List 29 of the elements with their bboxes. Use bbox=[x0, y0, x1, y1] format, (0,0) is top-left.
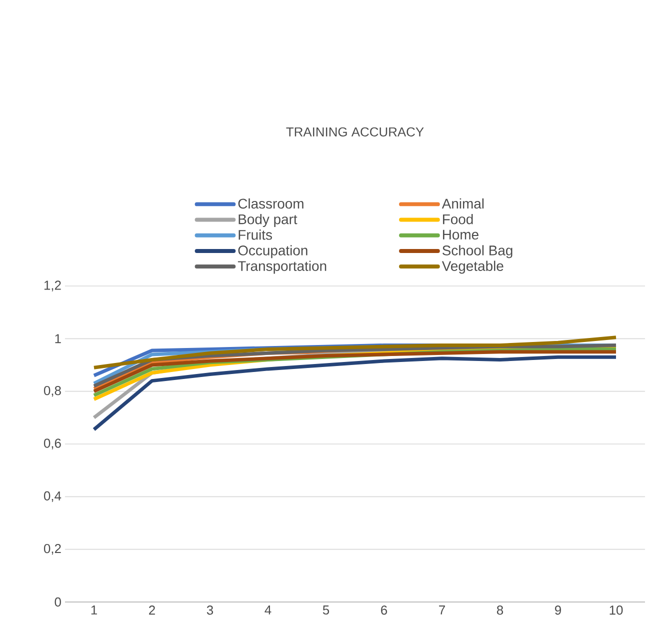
x-tick-label: 3 bbox=[206, 606, 214, 615]
legend-label: Food bbox=[443, 214, 473, 224]
x-tick-label: 6 bbox=[381, 606, 388, 615]
chart-title: TRAINING ACCURACY bbox=[286, 127, 424, 136]
legend-label: Animal bbox=[442, 198, 484, 209]
legend-label: Occupation bbox=[238, 245, 308, 258]
y-tick-label: 0 bbox=[54, 597, 61, 607]
y-tick-label: 0,2 bbox=[44, 544, 61, 555]
x-tick-label: 9 bbox=[555, 606, 561, 615]
legend-label: School Bag bbox=[442, 245, 512, 258]
x-tick-label: 1 bbox=[91, 606, 97, 614]
x-tick-label: 4 bbox=[264, 606, 272, 614]
y-tick-label: 1,2 bbox=[44, 280, 61, 292]
legend-label: Transportation bbox=[238, 260, 326, 274]
x-tick-label: 2 bbox=[149, 606, 155, 615]
line-series bbox=[92, 355, 618, 432]
y-tick-label: 1 bbox=[55, 334, 61, 344]
y-tick-label: 0,8 bbox=[44, 386, 61, 397]
x-tick-label: 5 bbox=[322, 606, 330, 615]
x-tick-label: 7 bbox=[439, 606, 445, 614]
legend-label: Body part bbox=[238, 214, 298, 227]
x-tick-label: 8 bbox=[496, 606, 504, 615]
legend-label: Vegetable bbox=[442, 260, 504, 274]
y-tick-label: 0,4 bbox=[44, 491, 62, 502]
x-tick-label: 10 bbox=[610, 606, 623, 615]
legend-label: Fruits bbox=[238, 230, 272, 240]
y-tick-label: 0,6 bbox=[44, 438, 61, 450]
legend-label: Home bbox=[443, 230, 478, 240]
legend-label: Classroom bbox=[238, 198, 304, 209]
